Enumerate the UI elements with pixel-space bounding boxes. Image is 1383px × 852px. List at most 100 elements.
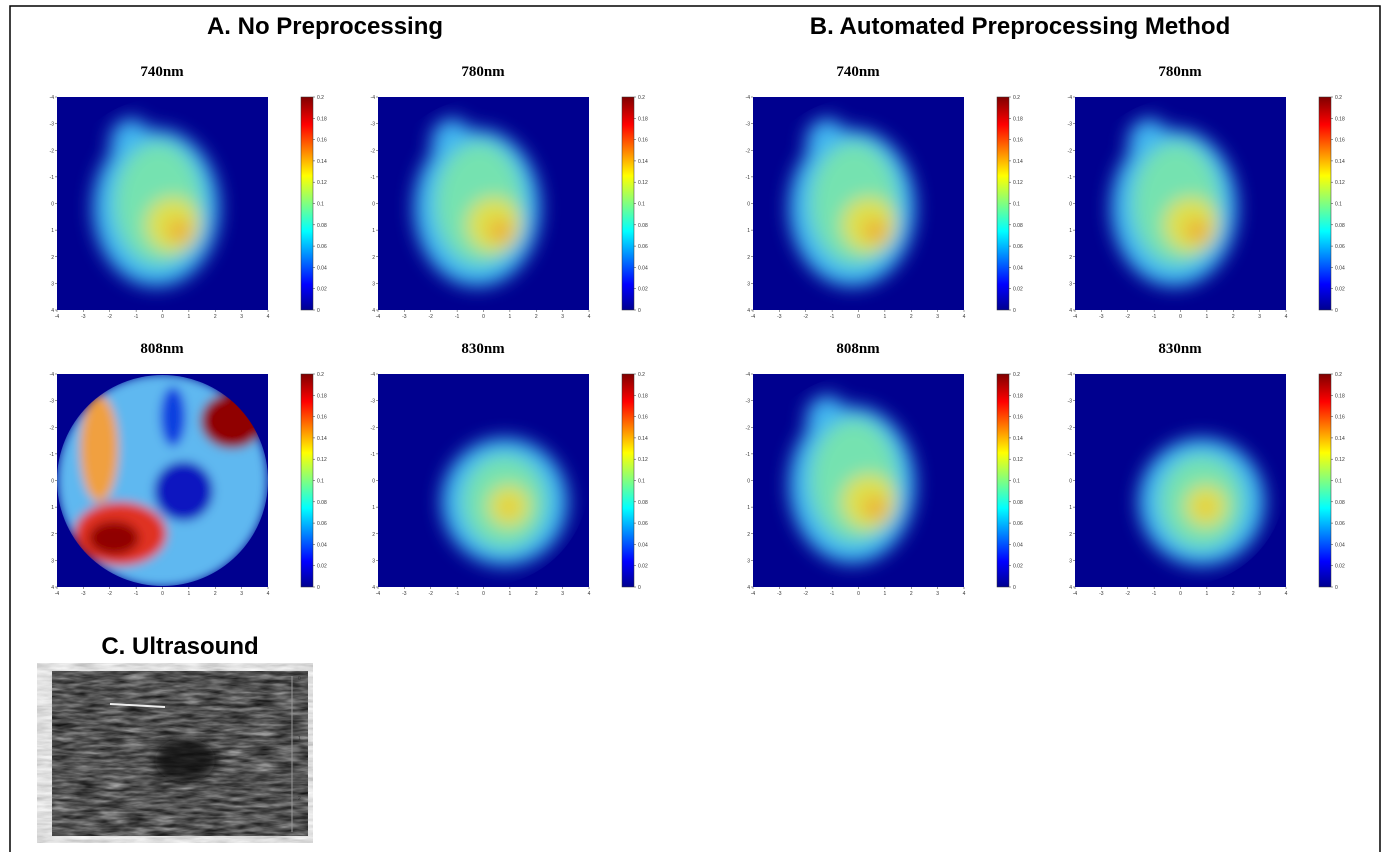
x-tick-label: 0 <box>1179 314 1182 320</box>
colorbar-tick-label: 0.1 <box>1335 479 1342 485</box>
colorbar-tick-label: 0.04 <box>1335 542 1345 548</box>
x-tick-label: -1 <box>830 314 835 320</box>
colorbar-tick-label: 0.08 <box>317 500 327 506</box>
colorbar-tick-label: 0 <box>1335 585 1338 591</box>
heat-blobs <box>1138 438 1265 566</box>
y-tick-label: -4 <box>746 372 751 378</box>
colorbar-tick-label: 0.04 <box>317 265 327 271</box>
x-tick-label: 3 <box>936 591 939 597</box>
x-tick-label: 1 <box>187 314 190 320</box>
y-tick-label: 3 <box>747 558 750 564</box>
y-tick-label: 4 <box>51 585 54 591</box>
colorbar-tick-label: 0.16 <box>1335 138 1345 144</box>
colorbar-tick-label: 0.06 <box>1013 521 1023 527</box>
y-tick-label: -2 <box>1068 425 1073 431</box>
ultrasound-scale-label: 1 <box>298 736 301 742</box>
colorbar <box>301 374 313 587</box>
colorbar-tick-label: 0.14 <box>638 436 648 442</box>
colorbar-tick-label: 0.12 <box>1335 180 1345 186</box>
colorbar-tick-label: 0.04 <box>317 542 327 548</box>
colorbar-tick-label: 0.02 <box>638 287 648 293</box>
y-tick-label: 3 <box>51 558 54 564</box>
x-tick-label: -4 <box>751 314 756 320</box>
heat-blob <box>865 498 886 519</box>
x-tick-label: 0 <box>1179 591 1182 597</box>
x-tick-label: -3 <box>81 591 86 597</box>
y-tick-label: -3 <box>371 399 376 405</box>
x-tick-label: 4 <box>588 591 591 597</box>
section-title: A. No Preprocessing <box>207 13 443 40</box>
heat-blob <box>89 521 140 555</box>
x-tick-label: 2 <box>214 591 217 597</box>
colorbar-tick-label: 0.12 <box>317 180 327 186</box>
heat-blob <box>865 221 886 242</box>
x-tick-label: -1 <box>134 591 139 597</box>
x-tick-label: 4 <box>963 314 966 320</box>
y-tick-label: 3 <box>372 281 375 287</box>
y-tick-label: -2 <box>50 425 55 431</box>
y-tick-label: -4 <box>1068 95 1073 101</box>
colorbar-tick-label: 0.18 <box>638 393 648 399</box>
colorbar-tick-label: 0.14 <box>1013 436 1023 442</box>
colorbar-tick-label: 0.14 <box>317 159 327 165</box>
y-tick-label: -4 <box>371 372 376 378</box>
colorbar-tick-label: 0.06 <box>638 521 648 527</box>
x-tick-label: -4 <box>376 591 381 597</box>
colorbar-tick-label: 0.1 <box>638 479 645 485</box>
colorbar-tick-label: 0.02 <box>317 564 327 570</box>
y-tick-label: 4 <box>1069 585 1072 591</box>
colorbar-tick-label: 0.1 <box>638 202 645 208</box>
x-tick-label: -2 <box>108 314 113 320</box>
colorbar-tick-label: 0.1 <box>317 202 324 208</box>
colorbar-tick-label: 0.2 <box>1335 95 1342 101</box>
y-tick-label: 0 <box>1069 479 1072 485</box>
y-tick-label: -3 <box>50 122 55 128</box>
colorbar-tick-label: 0.02 <box>1335 287 1345 293</box>
x-tick-label: 4 <box>963 591 966 597</box>
x-tick-label: 4 <box>1285 591 1288 597</box>
x-tick-label: -2 <box>429 314 434 320</box>
x-tick-label: -2 <box>108 591 113 597</box>
y-tick-label: -3 <box>1068 399 1073 405</box>
y-tick-label: 3 <box>1069 558 1072 564</box>
colorbar-tick-label: 0.16 <box>1013 138 1023 144</box>
x-tick-label: -4 <box>751 591 756 597</box>
x-tick-label: 1 <box>1205 314 1208 320</box>
y-tick-label: -1 <box>371 175 376 181</box>
x-tick-label: 0 <box>161 591 164 597</box>
heatmap-panel: 780nm-4-4-3-3-2-2-1-1001122334400.020.04… <box>1068 64 1345 320</box>
y-tick-label: 1 <box>51 228 54 234</box>
x-tick-label: -3 <box>1099 591 1104 597</box>
colorbar-tick-label: 0.12 <box>317 457 327 463</box>
panel-title: 780nm <box>1158 64 1202 80</box>
colorbar-tick-label: 0.06 <box>1335 244 1345 250</box>
x-tick-label: -4 <box>376 314 381 320</box>
x-tick-label: -2 <box>804 314 809 320</box>
y-tick-label: 2 <box>1069 255 1072 261</box>
colorbar-tick-label: 0 <box>638 308 641 314</box>
colorbar-tick-label: 0.04 <box>1013 265 1023 271</box>
x-tick-label: 2 <box>1232 314 1235 320</box>
colorbar-tick-label: 0.18 <box>1013 116 1023 122</box>
y-tick-label: -1 <box>1068 175 1073 181</box>
x-tick-label: 3 <box>1258 314 1261 320</box>
colorbar-tick-label: 0.02 <box>1335 564 1345 570</box>
y-tick-label: -2 <box>746 148 751 154</box>
colorbar-tick-label: 0.02 <box>1013 287 1023 293</box>
heat-blob <box>154 461 213 521</box>
heat-blob <box>169 221 190 242</box>
y-tick-label: 2 <box>51 532 54 538</box>
colorbar-tick-label: 0.08 <box>1013 223 1023 229</box>
x-tick-label: 4 <box>267 591 270 597</box>
y-tick-label: 0 <box>372 202 375 208</box>
y-tick-label: 3 <box>51 281 54 287</box>
x-tick-label: -3 <box>777 314 782 320</box>
y-tick-label: 4 <box>51 308 54 314</box>
y-tick-label: 4 <box>747 308 750 314</box>
heat-blur <box>1138 438 1265 566</box>
colorbar-tick-label: 0.08 <box>1013 500 1023 506</box>
heatmap-panel: 808nm-4-4-3-3-2-2-1-1001122334400.020.04… <box>746 341 1023 597</box>
y-tick-label: 0 <box>372 479 375 485</box>
